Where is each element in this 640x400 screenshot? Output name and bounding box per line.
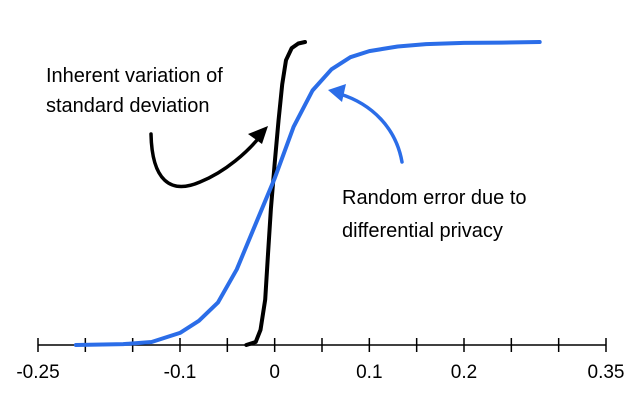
annotations: Inherent variation of standard deviation…: [46, 65, 527, 242]
x-tick-label: 0: [269, 362, 280, 383]
x-tick-label: 0.35: [588, 362, 625, 383]
x-tick-label: -0.25: [16, 362, 59, 383]
blue-cdf-line: [73, 40, 542, 347]
black-arrowhead: [248, 126, 268, 144]
x-tick-label: -0.1: [164, 362, 197, 383]
blue-annotation-arrow: [338, 92, 404, 164]
x-tick-label: 0.1: [356, 362, 382, 383]
annotation-black-line-2: standard deviation: [46, 95, 209, 117]
annotation-blue-line-2: differential privacy: [342, 220, 503, 242]
x-axis: -0.25 -0.1 0 0.1 0.2 0.35: [16, 338, 624, 383]
x-tick-label: 0.2: [451, 362, 477, 383]
black-cdf-line: [244, 40, 307, 347]
series-layer: [73, 40, 542, 347]
annotation-black-line-1: Inherent variation of: [46, 65, 223, 87]
blue-arrowhead: [328, 84, 346, 102]
black-annotation-arrow: [149, 132, 264, 189]
annotation-blue-line-1: Random error due to: [342, 187, 527, 209]
